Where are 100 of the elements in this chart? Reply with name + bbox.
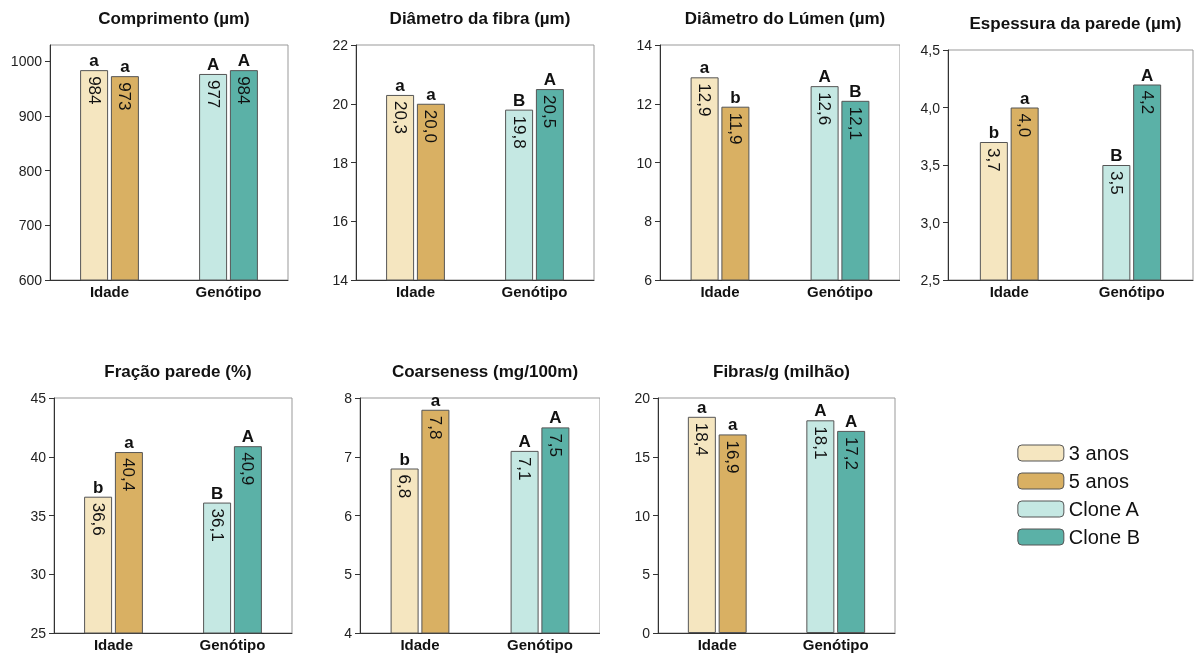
data-label: 18,4: [692, 422, 712, 456]
y-tick-label: 22: [332, 37, 349, 53]
annotation: b: [988, 123, 1000, 142]
y-tick-label: 35: [30, 507, 47, 524]
annotation: a: [89, 51, 100, 71]
data-label: 36,1: [207, 508, 227, 542]
data-label: 984: [234, 76, 254, 105]
annotation: A: [241, 427, 255, 447]
data-label: 7,8: [425, 415, 445, 440]
annotation: a: [1019, 88, 1030, 108]
y-tick-label: 20: [634, 390, 651, 406]
chart-title: Comprimento (µm): [98, 9, 250, 28]
data-label: 984: [84, 76, 104, 105]
annotation: b: [92, 477, 104, 497]
data-label: 20,5: [540, 95, 560, 129]
y-tick-label: 600: [18, 272, 43, 288]
y-tick-label: 7: [344, 448, 353, 465]
annotation: A: [237, 51, 251, 71]
annotation: a: [426, 84, 437, 104]
chart-title: Diâmetro da fibra (µm): [389, 9, 571, 28]
annotation: A: [206, 54, 220, 74]
data-label: 7,5: [545, 433, 565, 458]
y-tick-label: 6: [644, 272, 653, 288]
x-tick-label: Genótipo: [507, 636, 573, 653]
data-label: 12,9: [695, 83, 715, 117]
annotation: A: [518, 431, 531, 451]
y-tick-label: 16: [332, 213, 349, 230]
x-tick-label: Genótipo: [199, 636, 266, 653]
x-tick-label: Genótipo: [802, 636, 869, 653]
legend-label: Clone A: [1068, 498, 1140, 520]
legend-label: Clone B: [1068, 526, 1140, 548]
chart-title: Coarseness (mg/100m): [391, 362, 579, 381]
y-tick-label: 1000: [10, 53, 43, 70]
data-label: 17,2: [841, 436, 861, 470]
y-tick-label: 30: [30, 566, 47, 583]
annotation: A: [543, 70, 557, 90]
y-tick-label: 10: [636, 154, 653, 171]
annotation: B: [849, 81, 862, 101]
data-label: 18,1: [810, 426, 830, 460]
data-label: 36,6: [88, 502, 108, 536]
annotation: a: [697, 397, 708, 417]
x-tick-label: Genótipo: [195, 283, 262, 300]
y-tick-label: 10: [634, 507, 651, 524]
annotation: a: [699, 58, 710, 78]
data-label: 4,0: [1015, 113, 1035, 138]
y-tick-label: 0: [642, 625, 651, 641]
y-tick-label: 12: [636, 95, 653, 112]
x-tick-label: Idade: [395, 283, 436, 300]
data-label: 12,6: [815, 92, 835, 126]
y-tick-label: 45: [30, 390, 47, 406]
y-tick-label: 15: [634, 448, 651, 465]
x-tick-label: Idade: [989, 283, 1029, 300]
annotation: b: [399, 449, 410, 469]
y-tick-label: 14: [332, 272, 349, 288]
y-tick-label: 900: [18, 108, 43, 125]
annotation: B: [1110, 146, 1123, 165]
y-tick-label: 40: [30, 448, 47, 465]
x-tick-label: Genótipo: [501, 283, 568, 300]
data-label: 6,8: [395, 474, 415, 499]
data-label: 11,9: [725, 112, 745, 145]
x-tick-label: Genótipo: [1098, 283, 1165, 300]
y-tick-label: 3,5: [920, 157, 941, 173]
y-tick-label: 14: [636, 37, 653, 53]
y-tick-label: 18: [332, 154, 349, 171]
data-label: 19,8: [509, 115, 529, 149]
x-tick-label: Genótipo: [807, 283, 873, 300]
y-tick-label: 4: [344, 625, 353, 641]
data-label: 4,2: [1137, 90, 1157, 115]
annotation: A: [1141, 65, 1154, 85]
y-tick-label: 25: [30, 625, 47, 641]
annotation: b: [730, 87, 741, 107]
y-tick-label: 4,5: [920, 42, 941, 58]
x-tick-label: Idade: [89, 283, 130, 300]
y-tick-label: 8: [644, 213, 653, 230]
y-tick-label: 4,0: [920, 99, 941, 116]
annotation: a: [727, 415, 738, 435]
data-label: 3,7: [984, 148, 1004, 172]
x-tick-label: Idade: [93, 636, 134, 653]
y-tick-label: 3,0: [920, 214, 941, 231]
data-label: 973: [115, 82, 135, 111]
legend-label: 5 anos: [1068, 470, 1129, 492]
data-label: 3,5: [1106, 171, 1126, 195]
y-tick-label: 6: [344, 507, 353, 524]
data-label: 40,9: [238, 452, 258, 486]
x-tick-label: Idade: [700, 283, 740, 300]
annotation: A: [814, 401, 827, 421]
data-label: 12,1: [845, 106, 865, 140]
annotation: B: [210, 483, 224, 503]
annotation: A: [845, 411, 858, 431]
y-tick-label: 8: [344, 390, 353, 406]
chart-title: Espessura da parede (µm): [969, 14, 1182, 33]
chart-title: Diâmetro do Lúmen (µm): [684, 9, 886, 28]
annotation: A: [818, 67, 831, 87]
annotation: A: [549, 408, 562, 428]
annotation: a: [120, 57, 131, 77]
data-label: 20,0: [421, 109, 441, 143]
data-label: 40,4: [119, 458, 139, 492]
annotation: B: [512, 90, 526, 110]
annotation: a: [124, 433, 135, 453]
y-tick-label: 5: [642, 566, 651, 583]
